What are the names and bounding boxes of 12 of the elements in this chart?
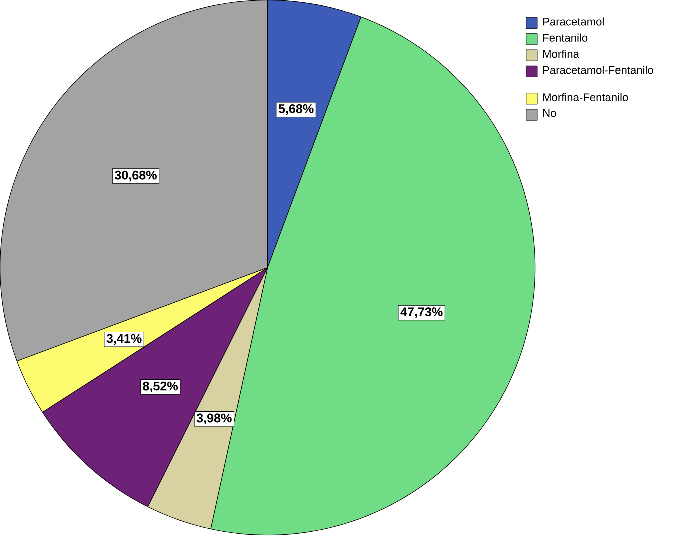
legend-label: Morfina-Fentanilo bbox=[544, 94, 628, 102]
legend-label: Morfina bbox=[544, 50, 580, 58]
legend-label: Fentanilo bbox=[544, 34, 588, 42]
data-label: 30,68% bbox=[114, 171, 157, 182]
data-label: 5,68% bbox=[278, 104, 314, 116]
legend-label: Paracetamol bbox=[544, 18, 604, 26]
legend-label: No bbox=[544, 110, 556, 118]
data-label: 3,41% bbox=[106, 334, 142, 346]
data-label: 8,52% bbox=[143, 382, 178, 393]
data-label: 3,98% bbox=[196, 414, 232, 425]
data-label: 47,73% bbox=[400, 308, 443, 319]
legend-label: Paracetamol-Fentanilo bbox=[544, 66, 654, 74]
